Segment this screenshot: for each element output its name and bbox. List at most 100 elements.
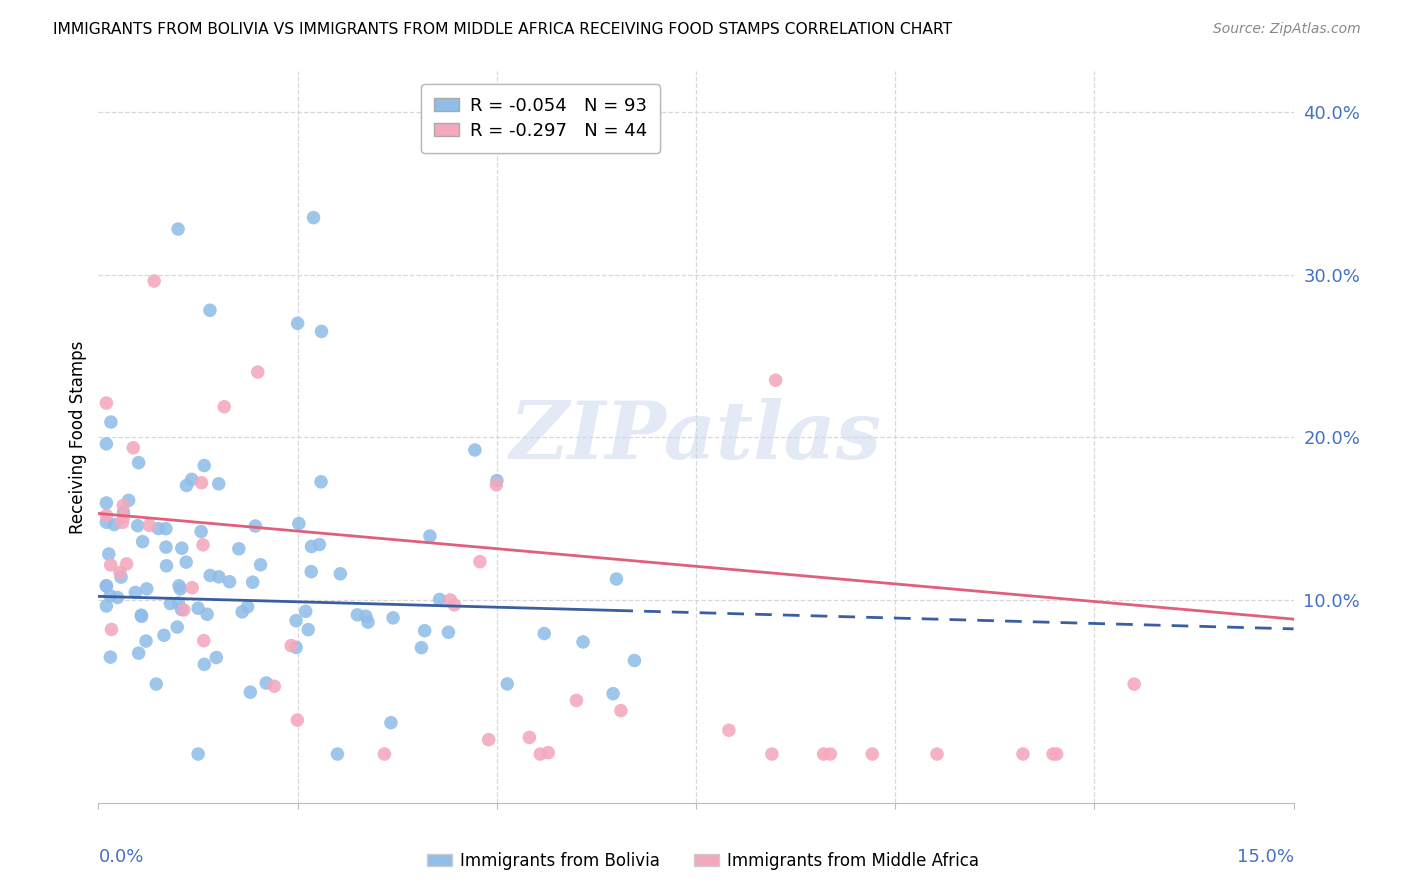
Point xyxy=(112,505,135,519)
Point xyxy=(925,747,948,761)
Point xyxy=(143,274,166,288)
Point xyxy=(765,373,787,387)
Point xyxy=(193,657,215,672)
Point xyxy=(110,570,132,584)
Legend: R = -0.054   N = 93, R = -0.297   N = 44: R = -0.054 N = 93, R = -0.297 N = 44 xyxy=(422,84,659,153)
Point xyxy=(537,746,560,760)
Point xyxy=(198,303,221,318)
Point xyxy=(96,496,118,510)
Point xyxy=(128,646,150,660)
Point xyxy=(100,623,122,637)
Point xyxy=(485,474,508,488)
Point xyxy=(231,605,253,619)
Point xyxy=(96,437,118,451)
Point xyxy=(1123,677,1146,691)
Point xyxy=(285,713,308,727)
Point xyxy=(605,572,627,586)
Point xyxy=(280,639,302,653)
Point xyxy=(138,518,160,533)
Point xyxy=(285,614,308,628)
Point xyxy=(193,633,215,648)
Point xyxy=(1012,747,1035,761)
Point xyxy=(357,615,380,629)
Point xyxy=(174,555,197,569)
Point xyxy=(246,365,269,379)
Point xyxy=(193,458,215,473)
Point xyxy=(813,747,835,761)
Point xyxy=(167,579,190,593)
Point xyxy=(155,558,177,573)
Point xyxy=(717,723,740,738)
Point xyxy=(297,623,319,637)
Text: 0.0%: 0.0% xyxy=(98,848,143,866)
Point xyxy=(195,607,218,622)
Point xyxy=(478,732,501,747)
Point xyxy=(299,565,322,579)
Legend: Immigrants from Bolivia, Immigrants from Middle Africa: Immigrants from Bolivia, Immigrants from… xyxy=(420,846,986,877)
Point xyxy=(127,518,149,533)
Point xyxy=(519,731,541,745)
Point xyxy=(443,598,465,612)
Point xyxy=(96,579,118,593)
Point xyxy=(212,400,235,414)
Point xyxy=(205,650,228,665)
Point xyxy=(103,517,125,532)
Point xyxy=(413,624,436,638)
Point xyxy=(128,456,150,470)
Y-axis label: Receiving Food Stamps: Receiving Food Stamps xyxy=(69,341,87,533)
Point xyxy=(148,522,170,536)
Point xyxy=(96,516,118,530)
Text: 15.0%: 15.0% xyxy=(1236,848,1294,866)
Point xyxy=(236,599,259,614)
Point xyxy=(131,609,153,624)
Point xyxy=(145,677,167,691)
Point xyxy=(135,582,157,596)
Point xyxy=(228,541,250,556)
Point xyxy=(602,687,624,701)
Point xyxy=(208,476,231,491)
Point xyxy=(124,585,146,599)
Point xyxy=(155,540,177,554)
Point xyxy=(311,325,333,339)
Point xyxy=(111,516,134,530)
Point xyxy=(112,499,135,513)
Point xyxy=(129,608,152,623)
Point xyxy=(301,540,323,554)
Point xyxy=(190,524,212,539)
Point xyxy=(208,570,231,584)
Point xyxy=(285,640,308,655)
Point xyxy=(529,747,551,761)
Point xyxy=(380,715,402,730)
Point xyxy=(302,211,325,225)
Point xyxy=(468,555,491,569)
Point xyxy=(190,475,212,490)
Point xyxy=(287,316,309,330)
Point xyxy=(108,566,131,580)
Point xyxy=(249,558,271,572)
Text: Source: ZipAtlas.com: Source: ZipAtlas.com xyxy=(1213,22,1361,37)
Point xyxy=(610,704,633,718)
Point xyxy=(329,566,352,581)
Point xyxy=(309,475,332,489)
Point xyxy=(117,493,139,508)
Point xyxy=(1042,747,1064,761)
Point xyxy=(181,581,204,595)
Point xyxy=(533,626,555,640)
Point xyxy=(180,472,202,486)
Point xyxy=(437,625,460,640)
Point xyxy=(170,602,193,616)
Point xyxy=(166,620,188,634)
Point xyxy=(100,415,122,429)
Point xyxy=(112,510,135,524)
Point xyxy=(263,679,285,693)
Point xyxy=(439,593,461,607)
Point xyxy=(429,592,451,607)
Point xyxy=(1046,747,1069,761)
Point xyxy=(198,568,221,582)
Point xyxy=(239,685,262,699)
Point xyxy=(98,589,121,603)
Point xyxy=(191,538,214,552)
Point xyxy=(107,591,129,605)
Point xyxy=(411,640,433,655)
Point xyxy=(346,607,368,622)
